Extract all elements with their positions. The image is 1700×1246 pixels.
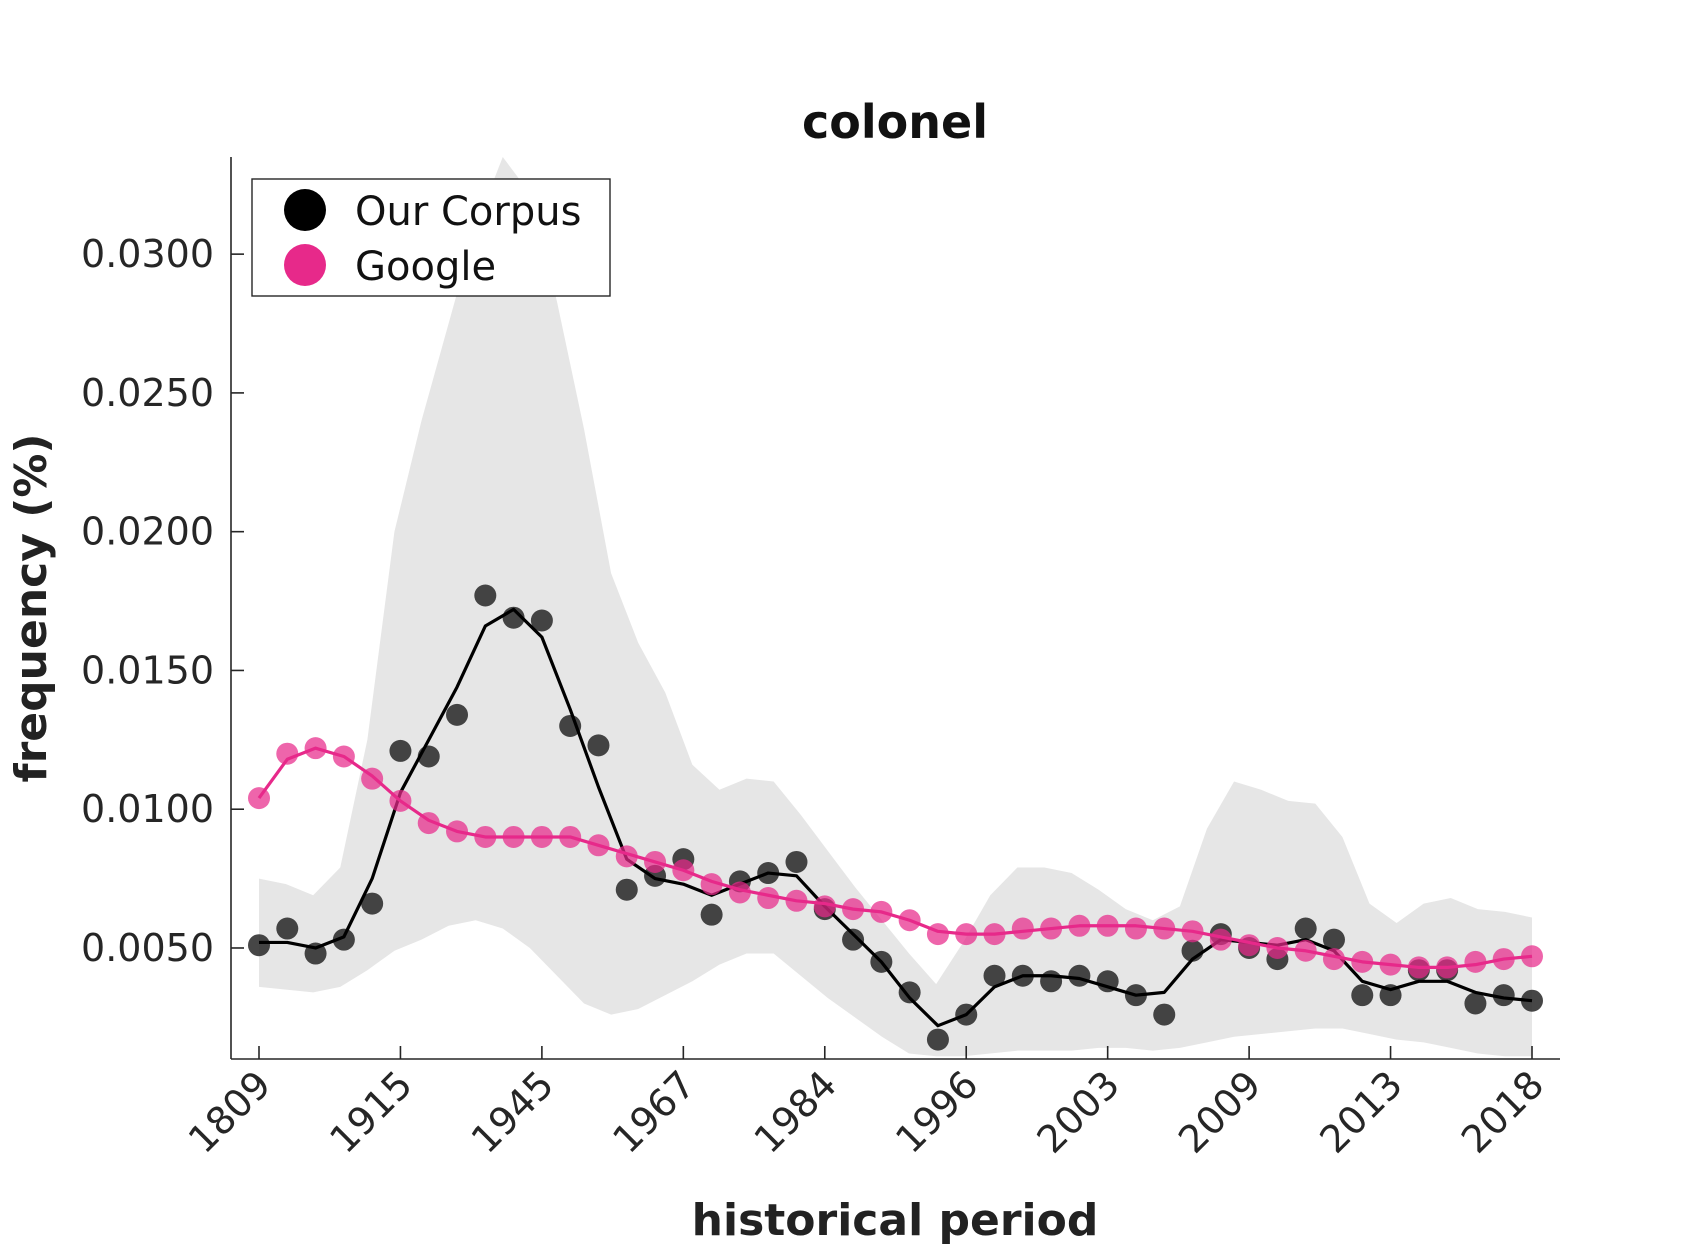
point-our-corpus — [926, 1028, 949, 1051]
point-google — [813, 895, 836, 918]
y-tick-label: 0.0200 — [81, 510, 214, 554]
chart-title: colonel — [802, 95, 988, 149]
point-our-corpus — [389, 739, 412, 762]
point-google — [1464, 950, 1487, 973]
legend: Our Corpus Google — [251, 178, 611, 297]
y-tick-label: 0.0300 — [81, 232, 214, 276]
y-axis-label: frequency (%) — [6, 433, 57, 782]
x-ticks: 1809 1915 1945 1967 1984 1996 2003 2009 2013 2018 — [180, 1046, 1553, 1162]
x-axis-label: historical period — [692, 1195, 1099, 1246]
point-google — [926, 923, 949, 946]
point-our-corpus — [1294, 917, 1317, 940]
point-our-corpus — [587, 734, 610, 757]
x-tick-label: 1967 — [604, 1062, 704, 1162]
legend-label-our-corpus: Our Corpus — [355, 189, 581, 235]
point-our-corpus — [276, 917, 299, 940]
point-our-corpus — [248, 934, 270, 957]
point-google — [1322, 948, 1345, 971]
point-our-corpus — [898, 981, 921, 1004]
point-our-corpus — [700, 903, 723, 926]
y-tick-label: 0.0250 — [81, 371, 214, 415]
x-tick-label: 2003 — [1029, 1062, 1129, 1162]
legend-label-google: Google — [355, 244, 496, 290]
point-our-corpus — [1464, 992, 1487, 1015]
point-our-corpus — [1351, 984, 1374, 1007]
x-tick-label: 2018 — [1453, 1062, 1553, 1162]
series-layer — [248, 584, 1543, 1051]
point-our-corpus — [1040, 970, 1063, 993]
trend-line-google — [257, 746, 1533, 970]
point-google — [1011, 917, 1034, 940]
point-our-corpus — [530, 609, 553, 632]
trend-line-our-corpus — [259, 607, 1533, 1028]
point-our-corpus — [332, 928, 355, 951]
point-our-corpus — [842, 928, 865, 951]
x-tick-label: 1984 — [746, 1062, 846, 1162]
point-our-corpus — [1322, 928, 1345, 951]
point-our-corpus — [446, 703, 469, 726]
point-our-corpus — [785, 850, 808, 873]
point-our-corpus — [1068, 964, 1091, 987]
legend-marker-our-corpus — [284, 189, 326, 231]
point-our-corpus — [615, 878, 638, 901]
point-our-corpus — [983, 964, 1006, 987]
x-tick-label: 2009 — [1170, 1062, 1270, 1162]
point-our-corpus — [1153, 1003, 1176, 1026]
x-tick-label: 1915 — [321, 1062, 421, 1162]
point-google — [1124, 917, 1147, 940]
point-google — [1238, 934, 1261, 957]
point-google — [1209, 928, 1232, 951]
x-tick-label: 1996 — [887, 1062, 987, 1162]
y-tick-label: 0.0150 — [81, 648, 214, 692]
point-google — [757, 887, 780, 910]
plot-area — [248, 157, 1543, 1057]
point-our-corpus — [1379, 984, 1402, 1007]
point-our-corpus — [1492, 984, 1515, 1007]
point-our-corpus — [361, 892, 384, 915]
point-google — [276, 742, 299, 765]
point-our-corpus — [474, 584, 497, 607]
y-ticks: 0.0050 0.0100 0.0150 0.0200 0.0250 0.0300 — [81, 232, 244, 970]
series-google — [248, 737, 1543, 979]
legend-marker-google — [284, 244, 326, 286]
y-tick-label: 0.0100 — [81, 787, 214, 831]
x-tick-label: 2013 — [1311, 1062, 1411, 1162]
y-tick-label: 0.0050 — [81, 926, 214, 970]
x-tick-label: 1809 — [180, 1062, 280, 1162]
x-tick-label: 1945 — [463, 1062, 563, 1162]
